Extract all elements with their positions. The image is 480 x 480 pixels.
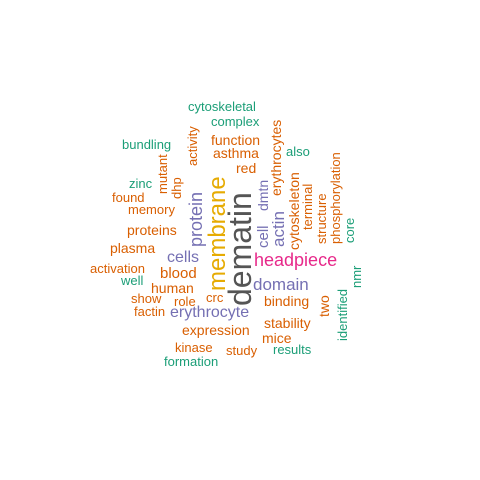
- word-terminal: terminal: [300, 183, 315, 230]
- word-expression: expression: [182, 322, 250, 338]
- word-memory: memory: [128, 202, 175, 217]
- word-cells: cells: [167, 249, 200, 266]
- word-proteins: proteins: [127, 222, 177, 238]
- word-activation: activation: [90, 261, 145, 276]
- word-mice: mice: [262, 330, 292, 346]
- word-complex: complex: [211, 114, 260, 129]
- word-formation: formation: [164, 354, 219, 369]
- word-plasma: plasma: [110, 240, 156, 256]
- word-actin: actin: [269, 211, 288, 247]
- word-crc: crc: [206, 290, 224, 305]
- word-blood: blood: [160, 265, 197, 282]
- word-structure: structure: [314, 193, 329, 244]
- word-domain: domain: [253, 275, 309, 294]
- word-membrane: membrane: [204, 176, 231, 291]
- word-show: show: [131, 291, 162, 306]
- word-two: two: [316, 295, 332, 317]
- word-kinase: kinase: [175, 340, 213, 355]
- word-erythrocyte: erythrocyte: [170, 304, 250, 321]
- word-protein: protein: [186, 191, 206, 247]
- word-dhp: dhp: [169, 177, 184, 199]
- word-role: role: [174, 294, 196, 309]
- word-nmr: nmr: [349, 265, 364, 288]
- word-core: core: [342, 217, 357, 243]
- word-mutant: mutant: [155, 154, 170, 194]
- word-study: study: [226, 343, 258, 358]
- word-human: human: [151, 280, 194, 296]
- word-red: red: [236, 160, 257, 176]
- word-factin: factin: [134, 304, 166, 319]
- word-bundling: bundling: [122, 137, 172, 152]
- word-cell: cell: [255, 225, 272, 248]
- word-found: found: [112, 190, 145, 205]
- word-cytoskeleton: cytoskeleton: [286, 172, 302, 250]
- word-function: function: [211, 132, 261, 148]
- word-well: well: [121, 273, 144, 288]
- word-cytoskeletal: cytoskeletal: [188, 99, 256, 114]
- word-zinc: zinc: [129, 176, 153, 191]
- word-erythrocytes: erythrocytes: [268, 119, 284, 196]
- word-also: also: [286, 144, 310, 159]
- word-stability: stability: [264, 315, 311, 331]
- word-asthma: asthma: [213, 145, 259, 161]
- word-results: results: [273, 342, 312, 357]
- word-headpiece: headpiece: [254, 250, 338, 270]
- word-identified: identified: [335, 288, 350, 341]
- word-phosphorylation: phosphorylation: [328, 152, 343, 244]
- word-binding: binding: [264, 293, 310, 309]
- word-activity: activity: [185, 126, 200, 166]
